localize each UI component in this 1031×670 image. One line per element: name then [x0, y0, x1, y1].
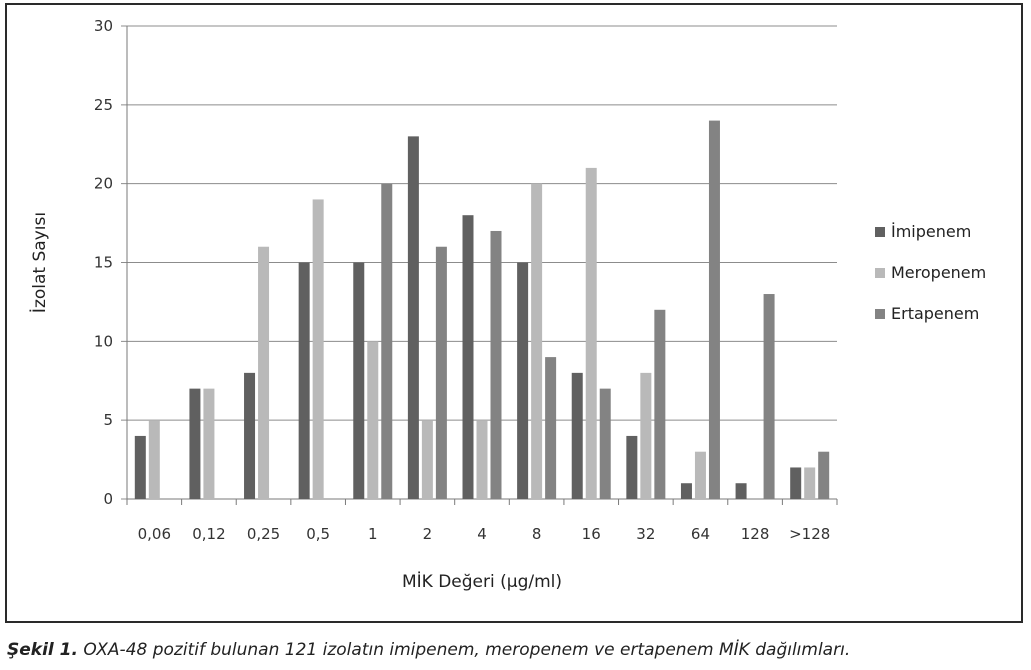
legend-swatch — [875, 227, 885, 237]
legend-label: İmipenem — [891, 222, 971, 241]
x-tick-label: 0,06 — [138, 525, 171, 543]
y-axis-title: İzolat Sayısı — [29, 212, 50, 313]
bar-i-mipenem-2 — [244, 372, 256, 499]
bar-i-mipenem-11 — [735, 483, 747, 499]
bar-chart: 0 5 10 15 20 25 30 0,06 0,12 0,25 0,5 1 2 4 8 16 32 64 12… — [29, 17, 986, 592]
x-tick-label: >128 — [789, 525, 830, 543]
x-tick-label: 64 — [691, 525, 710, 543]
legend-swatch — [875, 309, 885, 319]
x-tick-label: 0,25 — [247, 525, 280, 543]
bar-meropenem-4 — [367, 341, 379, 499]
bar-meropenem-6 — [476, 420, 488, 499]
bar-ertapenem-10 — [708, 120, 720, 499]
bar-meropenem-0 — [148, 420, 160, 499]
bar-i-mipenem-0 — [134, 435, 146, 499]
legend-label: Meropenem — [891, 263, 986, 282]
figure-caption: Şekil 1. OXA-48 pozitif bulunan 121 izol… — [7, 640, 1025, 660]
bar-i-mipenem-9 — [626, 435, 638, 499]
bar-ertapenem-12 — [818, 451, 830, 499]
gridlines — [121, 25, 837, 500]
bar-i-mipenem-10 — [680, 483, 692, 499]
bar-meropenem-8 — [585, 167, 597, 499]
bar-meropenem-3 — [312, 199, 324, 499]
bar-meropenem-10 — [694, 451, 706, 499]
x-tick-label: 16 — [582, 525, 601, 543]
bar-i-mipenem-4 — [353, 262, 365, 499]
legend-label: Ertapenem — [891, 304, 979, 323]
y-tick-label: 5 — [103, 411, 113, 429]
bar-ertapenem-6 — [490, 230, 502, 499]
bar-ertapenem-7 — [545, 357, 557, 499]
bar-i-mipenem-3 — [298, 262, 310, 499]
caption-label: Şekil 1. — [7, 640, 78, 660]
x-axis-title: MİK Değeri (µg/ml) — [402, 571, 562, 592]
y-tick-label: 30 — [94, 17, 113, 35]
legend-swatch — [875, 268, 885, 278]
chart-frame: 0 5 10 15 20 25 30 0,06 0,12 0,25 0,5 1 2 4 8 16 32 64 12… — [5, 3, 1023, 623]
bar-meropenem-9 — [640, 372, 652, 499]
bar-meropenem-5 — [421, 420, 433, 499]
x-tick-labels: 0,06 0,12 0,25 0,5 1 2 4 8 16 32 64 128 >128 — [138, 525, 831, 543]
x-tick-label: 0,5 — [306, 525, 330, 543]
bar-ertapenem-9 — [654, 309, 666, 499]
y-tick-label: 10 — [94, 332, 113, 350]
y-tick-label: 0 — [103, 490, 113, 508]
y-tick-label: 25 — [94, 96, 113, 114]
bar-meropenem-1 — [203, 388, 215, 499]
bar-i-mipenem-12 — [790, 467, 802, 499]
bar-i-mipenem-5 — [407, 136, 419, 499]
caption-text: OXA-48 pozitif bulunan 121 izolatın imip… — [77, 640, 851, 660]
bar-i-mipenem-6 — [462, 215, 474, 499]
bar-ertapenem-4 — [381, 183, 393, 499]
x-tick-label: 0,12 — [192, 525, 225, 543]
bar-meropenem-2 — [258, 246, 270, 499]
bar-meropenem-7 — [531, 183, 543, 499]
bar-meropenem-12 — [804, 467, 816, 499]
bar-i-mipenem-7 — [517, 262, 529, 499]
bar-ertapenem-5 — [435, 246, 447, 499]
bar-i-mipenem-8 — [571, 372, 583, 499]
x-tick-label: 32 — [636, 525, 655, 543]
bars — [134, 120, 830, 499]
y-tick-labels: 0 5 10 15 20 25 30 — [94, 17, 113, 508]
x-tick-label: 8 — [532, 525, 542, 543]
x-tick-label: 2 — [423, 525, 433, 543]
y-tick-label: 15 — [94, 254, 113, 272]
x-tick-label: 4 — [477, 525, 487, 543]
bar-ertapenem-8 — [599, 388, 611, 499]
x-tick-label: 1 — [368, 525, 378, 543]
bar-ertapenem-11 — [763, 294, 775, 499]
x-tick-label: 128 — [741, 525, 770, 543]
bar-i-mipenem-1 — [189, 388, 201, 499]
y-tick-label: 20 — [94, 175, 113, 193]
legend: İmipenem Meropenem Ertapenem — [875, 222, 986, 323]
